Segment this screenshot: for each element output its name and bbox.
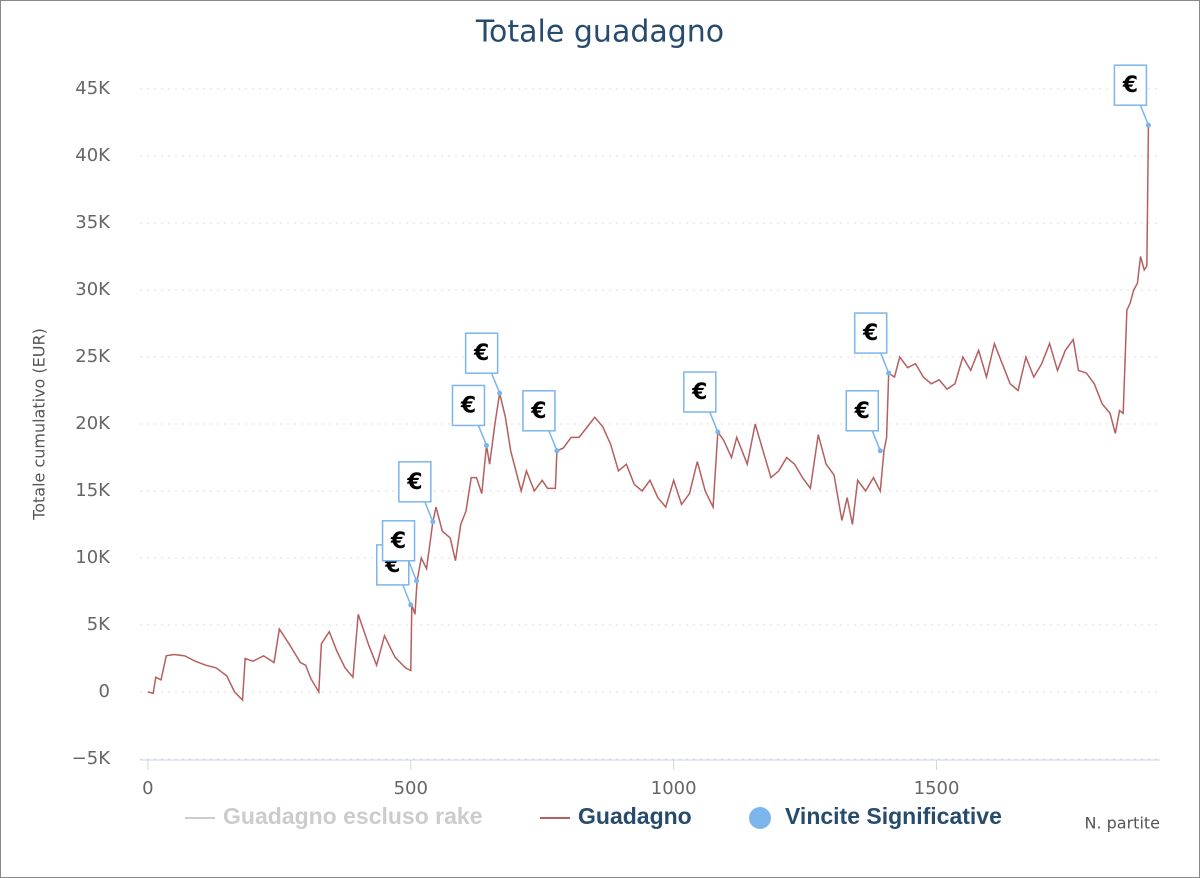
flag-label: €: [406, 470, 422, 495]
flag-connector: [1139, 104, 1150, 126]
y-tick-label: 30K: [75, 279, 111, 300]
flag: €: [451, 384, 489, 448]
flag-label: €: [691, 380, 707, 405]
y-tick-label: 10K: [75, 547, 111, 568]
x-tick-label: 500: [394, 778, 428, 799]
y-tick-label: 5K: [87, 614, 111, 635]
chart-title: Totale guadagno: [475, 15, 724, 50]
flag-point: [1145, 122, 1151, 128]
flag: €: [522, 390, 560, 454]
flag-connector: [871, 430, 881, 452]
flag-connector: [709, 411, 719, 433]
y-tick-label: 40K: [75, 145, 111, 166]
flag-connector: [407, 560, 418, 582]
y-tick-label: 25K: [75, 346, 111, 367]
flag: €: [464, 332, 503, 396]
flag-point: [497, 390, 503, 396]
y-tick-label: 35K: [75, 212, 111, 233]
flag-label: €: [854, 399, 870, 424]
flag-label: €: [530, 399, 546, 424]
y-tick-label: −5K: [72, 748, 112, 769]
legend-label: Guadagno escluso rake: [223, 803, 482, 829]
flag-box: [451, 384, 486, 427]
flag-box: [683, 371, 717, 413]
flag-point: [430, 519, 436, 525]
legend-label: Vincite Significative: [785, 803, 1002, 829]
flag-connector: [477, 425, 488, 446]
flag-box: [853, 312, 888, 354]
legend-label: Guadagno: [578, 803, 692, 829]
x-axis-title: N. partite: [1084, 814, 1160, 833]
flag-connector: [490, 372, 501, 394]
y-axis-title: Totale cumulativo (EUR): [30, 328, 49, 521]
flag-box: [381, 520, 416, 562]
y-tick-label: 15K: [75, 480, 111, 501]
flag-point: [554, 448, 560, 454]
flag-label: €: [460, 393, 476, 418]
x-tick-label: 0: [142, 778, 153, 799]
flag-connector: [402, 584, 412, 606]
flag-label: €: [1122, 73, 1138, 98]
x-tick-label: 1500: [914, 778, 960, 799]
flag: €: [853, 312, 892, 376]
flag-point: [715, 429, 721, 435]
flag-box: [398, 461, 432, 503]
flag: €: [398, 461, 436, 525]
flag-label: €: [390, 529, 406, 554]
line-series: [147, 125, 1150, 702]
flag-box: [1113, 64, 1148, 106]
flag-point: [877, 448, 883, 454]
flag: €: [683, 371, 721, 435]
y-tick-label: 0: [99, 681, 110, 702]
flag-label: €: [862, 321, 878, 346]
flag-connector: [880, 352, 890, 374]
flag: €: [1113, 64, 1151, 128]
flag-box: [845, 390, 880, 432]
flag-point: [886, 370, 892, 376]
flag: €: [845, 390, 883, 454]
flag-label: €: [473, 341, 489, 366]
legend-symbol: [749, 807, 771, 829]
flag-point: [414, 578, 420, 584]
y-tick-label: 20K: [75, 413, 111, 434]
flag-point: [483, 442, 489, 448]
flag-box: [464, 332, 499, 374]
x-tick-label: 1000: [651, 778, 697, 799]
flag: €: [381, 520, 420, 584]
flag-point: [408, 602, 414, 608]
flag-box: [522, 390, 556, 432]
y-tick-label: 45K: [75, 78, 111, 99]
flag-connector: [424, 501, 434, 523]
flag-connector: [548, 430, 558, 452]
